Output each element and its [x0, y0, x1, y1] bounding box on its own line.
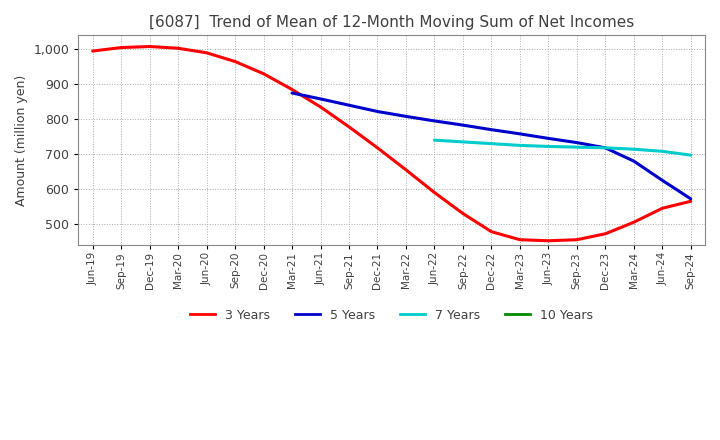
5 Years — [487, 127, 496, 132]
Y-axis label: Amount (million yen): Amount (million yen) — [15, 74, 28, 206]
7 Years — [430, 138, 438, 143]
3 Years — [487, 229, 496, 235]
3 Years — [544, 238, 553, 243]
3 Years — [629, 220, 638, 225]
3 Years — [174, 46, 182, 51]
5 Years — [516, 131, 524, 136]
5 Years — [686, 196, 695, 202]
5 Years — [544, 136, 553, 141]
7 Years — [629, 147, 638, 152]
5 Years — [658, 178, 667, 183]
3 Years — [231, 59, 240, 64]
3 Years — [89, 48, 97, 54]
3 Years — [117, 45, 125, 50]
5 Years — [459, 122, 467, 128]
7 Years — [686, 153, 695, 158]
3 Years — [373, 145, 382, 150]
3 Years — [572, 237, 581, 242]
3 Years — [601, 231, 610, 236]
7 Years — [516, 143, 524, 148]
Line: 5 Years: 5 Years — [292, 93, 690, 199]
5 Years — [345, 103, 354, 108]
3 Years — [259, 71, 268, 77]
7 Years — [658, 149, 667, 154]
3 Years — [345, 124, 354, 129]
3 Years — [516, 237, 524, 242]
3 Years — [288, 87, 297, 92]
5 Years — [430, 118, 438, 124]
7 Years — [601, 145, 610, 150]
5 Years — [572, 140, 581, 145]
7 Years — [487, 141, 496, 146]
3 Years — [658, 205, 667, 211]
3 Years — [316, 104, 325, 110]
3 Years — [459, 211, 467, 216]
Line: 7 Years: 7 Years — [434, 140, 690, 155]
Line: 3 Years: 3 Years — [93, 47, 690, 241]
7 Years — [572, 144, 581, 150]
3 Years — [145, 44, 154, 49]
3 Years — [402, 167, 410, 172]
5 Years — [373, 109, 382, 114]
Legend: 3 Years, 5 Years, 7 Years, 10 Years: 3 Years, 5 Years, 7 Years, 10 Years — [185, 304, 598, 327]
5 Years — [402, 114, 410, 119]
5 Years — [601, 145, 610, 150]
5 Years — [629, 158, 638, 164]
3 Years — [686, 198, 695, 204]
7 Years — [544, 144, 553, 149]
5 Years — [288, 90, 297, 95]
3 Years — [430, 190, 438, 195]
7 Years — [459, 139, 467, 144]
5 Years — [316, 96, 325, 102]
3 Years — [202, 50, 211, 55]
Title: [6087]  Trend of Mean of 12-Month Moving Sum of Net Incomes: [6087] Trend of Mean of 12-Month Moving … — [149, 15, 634, 30]
